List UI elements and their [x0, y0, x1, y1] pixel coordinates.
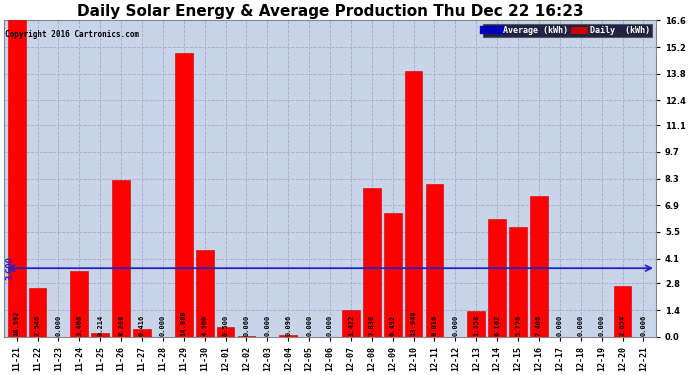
Text: 0.006: 0.006: [640, 315, 647, 336]
Text: 0.214: 0.214: [97, 315, 104, 336]
Text: 0.000: 0.000: [327, 315, 333, 336]
Bar: [237, 336, 255, 337]
Bar: [363, 188, 381, 337]
Bar: [509, 227, 527, 337]
Bar: [279, 335, 297, 337]
Text: 7.830: 7.830: [369, 315, 375, 336]
Text: 6.162: 6.162: [494, 315, 500, 336]
Text: 1.422: 1.422: [348, 315, 354, 336]
Bar: [133, 329, 151, 337]
Bar: [613, 286, 631, 337]
Bar: [342, 310, 359, 337]
Text: 0.000: 0.000: [453, 315, 458, 336]
Text: 0.000: 0.000: [557, 315, 563, 336]
Bar: [489, 219, 506, 337]
Bar: [426, 184, 444, 337]
Text: 7.406: 7.406: [536, 315, 542, 336]
Text: 0.416: 0.416: [139, 315, 145, 336]
Text: 5.776: 5.776: [515, 315, 521, 336]
Text: Copyright 2016 Cartronics.com: Copyright 2016 Cartronics.com: [5, 30, 139, 39]
Bar: [70, 271, 88, 337]
Text: 1.358: 1.358: [473, 315, 480, 336]
Bar: [196, 250, 214, 337]
Bar: [384, 213, 402, 337]
Bar: [91, 333, 109, 337]
Text: 6.492: 6.492: [390, 315, 396, 336]
Text: 8.208: 8.208: [118, 315, 124, 336]
Bar: [405, 71, 422, 337]
Title: Daily Solar Energy & Average Production Thu Dec 22 16:23: Daily Solar Energy & Average Production …: [77, 4, 583, 19]
Text: 14.888: 14.888: [181, 311, 187, 336]
Text: 16.592: 16.592: [14, 311, 20, 336]
Bar: [175, 53, 193, 337]
Text: 2.654: 2.654: [620, 315, 626, 336]
Bar: [112, 180, 130, 337]
Bar: [8, 21, 26, 337]
Text: 0.000: 0.000: [55, 315, 61, 336]
Text: 0.096: 0.096: [285, 315, 291, 336]
Text: 0.060: 0.060: [244, 315, 250, 336]
Text: 0.000: 0.000: [264, 315, 270, 336]
Text: 0.000: 0.000: [306, 315, 312, 336]
Bar: [467, 311, 485, 337]
Text: 0.000: 0.000: [578, 315, 584, 336]
Text: 0.500: 0.500: [223, 315, 228, 336]
Bar: [217, 327, 235, 337]
Text: 8.016: 8.016: [431, 315, 437, 336]
Text: 2.546: 2.546: [34, 315, 41, 336]
Text: 0.000: 0.000: [599, 315, 604, 336]
Bar: [530, 196, 548, 337]
Legend: Average (kWh), Daily  (kWh): Average (kWh), Daily (kWh): [482, 24, 652, 37]
Text: 3.466: 3.466: [77, 315, 82, 336]
Text: 3.600: 3.600: [6, 256, 14, 280]
Text: 4.560: 4.560: [201, 315, 208, 336]
Bar: [29, 288, 46, 337]
Text: 13.940: 13.940: [411, 311, 417, 336]
Text: 0.000: 0.000: [160, 315, 166, 336]
